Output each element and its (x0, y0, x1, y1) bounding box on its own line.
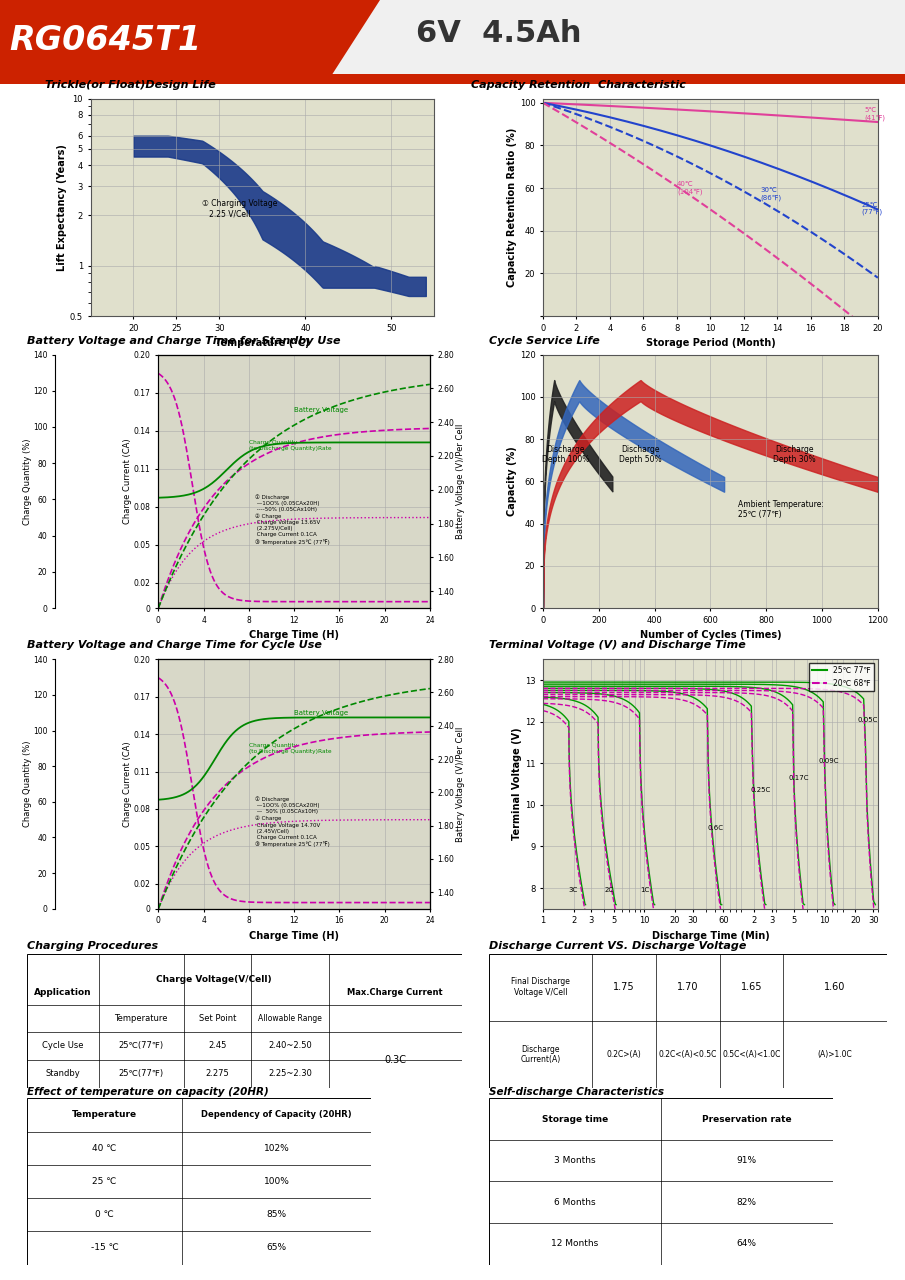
Text: Discharge Current VS. Discharge Voltage: Discharge Current VS. Discharge Voltage (489, 941, 746, 951)
Text: Charge Quantity
(to Discharge Quantity)Rate: Charge Quantity (to Discharge Quantity)R… (249, 742, 331, 754)
Text: Allowable Range: Allowable Range (258, 1014, 322, 1023)
Text: Ambient Temperature:
25℃ (77℉): Ambient Temperature: 25℃ (77℉) (738, 499, 824, 520)
Text: 25 ℃: 25 ℃ (92, 1176, 117, 1187)
Bar (326, 74, 905, 84)
Text: 0.09C: 0.09C (819, 758, 839, 764)
Text: Max.Charge Current: Max.Charge Current (348, 988, 443, 997)
Text: 0.17C: 0.17C (788, 774, 809, 781)
Text: 2.40~2.50: 2.40~2.50 (268, 1041, 312, 1050)
Text: ① Charging Voltage
   2.25 V/Cell: ① Charging Voltage 2.25 V/Cell (203, 198, 278, 219)
Text: 0.2C>(A): 0.2C>(A) (606, 1050, 642, 1059)
Text: 91%: 91% (737, 1156, 757, 1165)
Text: 0.6C: 0.6C (708, 824, 723, 831)
Text: Cycle Service Life: Cycle Service Life (489, 335, 599, 346)
Text: 40℃
(104℉): 40℃ (104℉) (677, 182, 702, 195)
Text: 102%: 102% (263, 1143, 290, 1153)
Text: Application: Application (34, 988, 91, 997)
Text: 0 ℃: 0 ℃ (95, 1210, 114, 1220)
Y-axis label: Terminal Voltage (V): Terminal Voltage (V) (512, 728, 522, 840)
Text: Effect of temperature on capacity (20HR): Effect of temperature on capacity (20HR) (27, 1087, 269, 1097)
Text: ① Discharge
 —1OO% (0.05CAx20H)
 —  50% (0.05CAx10H)
② Charge
 Charge Voltage 14: ① Discharge —1OO% (0.05CAx20H) — 50% (0.… (254, 796, 329, 847)
Text: 0.3C: 0.3C (385, 1055, 406, 1065)
Text: Charge Voltage(V/Cell): Charge Voltage(V/Cell) (157, 974, 272, 983)
Text: Discharge
Depth 100%: Discharge Depth 100% (541, 445, 589, 465)
Text: 2.45: 2.45 (208, 1041, 226, 1050)
Y-axis label: Battery Voltage (V)/Per Cell: Battery Voltage (V)/Per Cell (456, 424, 465, 539)
Text: Trickle(or Float)Design Life: Trickle(or Float)Design Life (45, 79, 216, 90)
Y-axis label: Charge Current (CA): Charge Current (CA) (123, 741, 132, 827)
Text: 5℃
(41℉): 5℃ (41℉) (864, 108, 885, 122)
Text: Discharge
Depth 50%: Discharge Depth 50% (619, 445, 662, 465)
Text: 1.70: 1.70 (677, 982, 699, 992)
Text: (A)>1.0C: (A)>1.0C (818, 1050, 853, 1059)
Text: 0.2C<(A)<0.5C: 0.2C<(A)<0.5C (659, 1050, 717, 1059)
Legend: 25℃ 77℉, 20℃ 68℉: 25℃ 77℉, 20℃ 68℉ (809, 663, 874, 691)
Text: Storage time: Storage time (541, 1115, 608, 1124)
Y-axis label: Capacity Retention Ratio (%): Capacity Retention Ratio (%) (507, 128, 517, 287)
Y-axis label: Charge Quantity (%): Charge Quantity (%) (23, 741, 32, 827)
Text: Set Point: Set Point (198, 1014, 236, 1023)
Text: 25℃(77℉): 25℃(77℉) (119, 1069, 164, 1078)
Text: Charge Quantity
(to Discharge Quantity)Rate: Charge Quantity (to Discharge Quantity)R… (249, 440, 331, 451)
Text: 30℃
(86℉): 30℃ (86℉) (760, 187, 782, 201)
X-axis label: Temperature (℃): Temperature (℃) (215, 338, 310, 348)
Text: Discharge
Depth 30%: Discharge Depth 30% (773, 445, 815, 465)
Text: 40 ℃: 40 ℃ (92, 1143, 117, 1153)
Text: 12 Months: 12 Months (551, 1239, 598, 1248)
Text: Temperature: Temperature (72, 1110, 137, 1120)
Y-axis label: Capacity (%): Capacity (%) (507, 447, 517, 516)
Text: -15 ℃: -15 ℃ (90, 1243, 119, 1253)
X-axis label: Storage Period (Month): Storage Period (Month) (645, 338, 776, 348)
Text: 100%: 100% (263, 1176, 290, 1187)
Text: Standby: Standby (45, 1069, 81, 1078)
Text: 1C: 1C (640, 887, 649, 893)
Text: Discharge
Current(A): Discharge Current(A) (520, 1044, 560, 1064)
Text: 0.25C: 0.25C (750, 787, 771, 794)
X-axis label: Charge Time (H): Charge Time (H) (249, 931, 339, 941)
Text: 1.65: 1.65 (741, 982, 762, 992)
X-axis label: Discharge Time (Min): Discharge Time (Min) (652, 931, 769, 941)
Text: Self-discharge Characteristics: Self-discharge Characteristics (489, 1087, 663, 1097)
Text: 6V  4.5Ah: 6V 4.5Ah (416, 19, 582, 49)
Text: 65%: 65% (266, 1243, 287, 1253)
Text: 2.275: 2.275 (205, 1069, 229, 1078)
Polygon shape (326, 0, 905, 84)
Text: Battery Voltage and Charge Time for Standby Use: Battery Voltage and Charge Time for Stan… (27, 335, 340, 346)
Text: RG0645T1: RG0645T1 (9, 24, 201, 58)
Text: Preservation rate: Preservation rate (701, 1115, 792, 1124)
Y-axis label: Charge Quantity (%): Charge Quantity (%) (23, 438, 32, 525)
Y-axis label: Charge Current (CA): Charge Current (CA) (123, 439, 132, 524)
Text: 2.25~2.30: 2.25~2.30 (268, 1069, 312, 1078)
Text: Battery Voltage and Charge Time for Cycle Use: Battery Voltage and Charge Time for Cycl… (27, 640, 322, 650)
Text: 25℃
(77℉): 25℃ (77℉) (862, 202, 882, 215)
Y-axis label: Battery Voltage (V)/Per Cell: Battery Voltage (V)/Per Cell (456, 726, 465, 842)
Text: 0.05C: 0.05C (858, 717, 878, 723)
Text: 85%: 85% (266, 1210, 287, 1220)
X-axis label: Number of Cycles (Times): Number of Cycles (Times) (640, 630, 781, 640)
Text: ① Discharge
 —1OO% (0.05CAx20H)
 ----50% (0.05CAx10H)
② Charge
 Charge Voltage 1: ① Discharge —1OO% (0.05CAx20H) ----50% (… (254, 494, 329, 544)
Text: Capacity Retention  Characteristic: Capacity Retention Characteristic (471, 79, 685, 90)
Text: 6 Months: 6 Months (554, 1198, 595, 1207)
Text: Battery Voltage: Battery Voltage (294, 407, 348, 412)
Text: 1.75: 1.75 (614, 982, 635, 992)
Text: 1.60: 1.60 (824, 982, 846, 992)
Text: 0.5C<(A)<1.0C: 0.5C<(A)<1.0C (722, 1050, 781, 1059)
Text: Terminal Voltage (V) and Discharge Time: Terminal Voltage (V) and Discharge Time (489, 640, 746, 650)
Text: Charging Procedures: Charging Procedures (27, 941, 158, 951)
Text: 3C: 3C (569, 887, 578, 893)
X-axis label: Charge Time (H): Charge Time (H) (249, 630, 339, 640)
Text: Final Discharge
Voltage V/Cell: Final Discharge Voltage V/Cell (511, 978, 570, 997)
Y-axis label: Lift Expectancy (Years): Lift Expectancy (Years) (57, 143, 67, 271)
Text: 3 Months: 3 Months (554, 1156, 595, 1165)
Text: Cycle Use: Cycle Use (43, 1041, 84, 1050)
Text: 2C: 2C (605, 887, 614, 893)
Text: 64%: 64% (737, 1239, 757, 1248)
Text: Dependency of Capacity (20HR): Dependency of Capacity (20HR) (201, 1110, 352, 1120)
Text: Temperature: Temperature (114, 1014, 168, 1023)
Text: 82%: 82% (737, 1198, 757, 1207)
Text: Battery Voltage: Battery Voltage (294, 710, 348, 717)
Text: 25℃(77℉): 25℃(77℉) (119, 1041, 164, 1050)
